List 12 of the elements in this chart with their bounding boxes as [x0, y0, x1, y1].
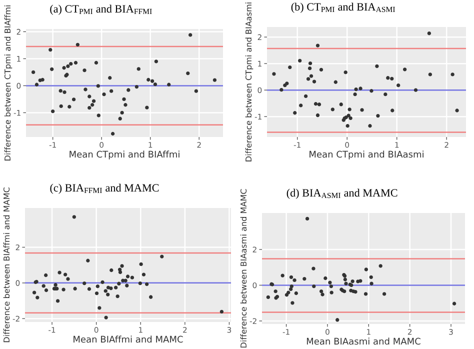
- x-axis-title: Mean BIAasmi and MAMC: [306, 338, 420, 345]
- y-axis-title: Difference between BIAffmi and MAMC: [3, 188, 10, 342]
- y-axis-title: Difference between CTpmi and BIAasmi: [245, 2, 254, 162]
- chart-title: (b) CT$_{PMI}$ and BIA$_{ASMI}$: [291, 2, 395, 13]
- y-axis-title: Difference between CTpmi and BIAffmi: [4, 6, 12, 160]
- y-axis-title: Difference between BIAasmi and MAMC: [240, 189, 247, 348]
- chart-title: (d) BIA$_{ASMI}$ and MAMC: [286, 188, 398, 199]
- x-axis-title: Mean CTpmi and BIAffmi: [70, 150, 180, 160]
- chart-title: (a) CT$_{PMI}$ and BIA$_{FFMI}$: [50, 4, 152, 15]
- x-axis-title: Mean CTpmi and BIAasmi: [310, 150, 424, 160]
- chart-title: (c) BIA$_{FFMI}$ and MAMC: [50, 184, 159, 194]
- x-axis-title: Mean BIAffmi and MAMC: [74, 336, 183, 343]
